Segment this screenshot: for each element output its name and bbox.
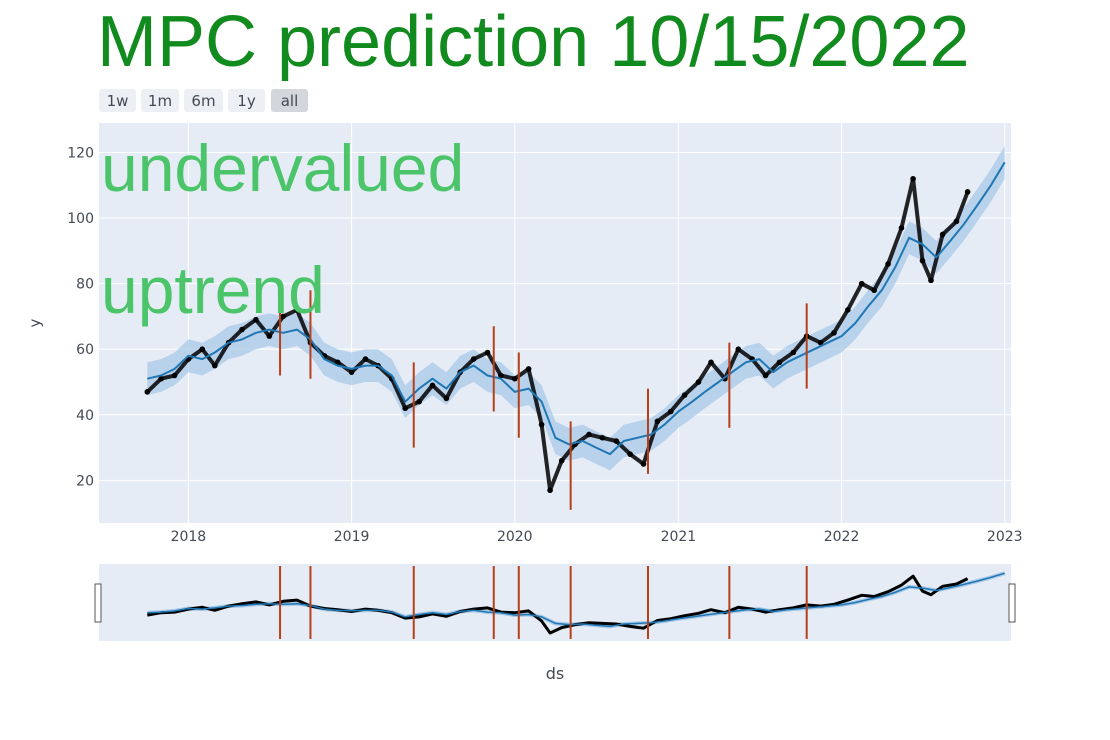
y-tick-label: 80 [76, 277, 94, 293]
x-tick-label: 2019 [334, 529, 370, 545]
x-tick-label: 2023 [987, 529, 1023, 545]
forecast-line [147, 161, 1006, 456]
x-tick-label: 2022 [824, 529, 860, 545]
chart-title: MPC prediction 10/15/2022 [97, 2, 970, 82]
y-tick-label: 120 [67, 146, 94, 162]
range-1m-button[interactable]: 1m [141, 89, 179, 112]
range-1w-button[interactable]: 1w [99, 89, 136, 112]
mini-forecast-line [147, 572, 1005, 628]
annotation-undervalued: undervalued [101, 131, 465, 205]
forecast-line-path [147, 161, 1006, 456]
y-axis-label: y [26, 318, 44, 327]
range-slider-right-handle[interactable] [1008, 583, 1016, 623]
axis-ticks: 20 40 60 80 100 120 2018 2019 2020 2021 2022 2023 [67, 146, 1022, 545]
y-tick-label: 40 [76, 408, 94, 424]
range-slider-left-handle[interactable] [94, 583, 102, 623]
changepoints [279, 290, 808, 510]
actual-point-cloud [145, 176, 970, 493]
range-slider-preview [147, 566, 1006, 639]
x-tick-label: 2018 [171, 529, 207, 545]
actual-points [144, 175, 971, 494]
x-tick-label: 2020 [497, 529, 533, 545]
annotation-uptrend: uptrend [101, 253, 325, 327]
range-6m-button[interactable]: 6m [184, 89, 223, 112]
y-tick-label: 100 [67, 211, 94, 227]
x-axis-label: ds [546, 664, 565, 683]
range-1y-button[interactable]: 1y [228, 89, 265, 112]
mini-actual-line [147, 574, 969, 635]
x-tick-label: 2021 [661, 529, 697, 545]
y-tick-label: 60 [76, 342, 94, 358]
y-tick-label: 20 [76, 473, 94, 489]
range-all-button[interactable]: all [271, 89, 308, 112]
